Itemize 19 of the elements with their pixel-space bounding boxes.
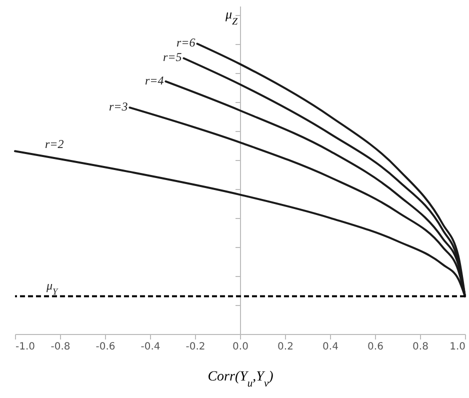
x-axis-title: Corr(Y$_{u}$,Y$_{v}$) xyxy=(208,370,274,389)
x-tick-label: 0.0 xyxy=(232,342,248,352)
ref-line-label: μ$_{Y}$ xyxy=(46,278,59,296)
x-tick-label: -0.4 xyxy=(140,342,160,352)
x-tick-label: -0.6 xyxy=(96,342,116,352)
x-tick-label: 0.2 xyxy=(278,342,294,352)
x-tick-label: 0.6 xyxy=(368,342,384,352)
x-tick-label: 0.8 xyxy=(412,342,428,352)
x-tick-label: -1.0 xyxy=(16,342,36,352)
x-tick-label: 0.4 xyxy=(322,342,338,352)
series-label: r=6 xyxy=(176,36,196,50)
series-label: r=4 xyxy=(144,73,164,88)
series-label: r=2 xyxy=(45,137,64,152)
series-label: r=5 xyxy=(162,50,182,64)
y-axis-title: μ$_{Z}$ xyxy=(224,6,238,27)
x-tick-label: 1.0 xyxy=(450,342,466,352)
x-tick-label: -0.8 xyxy=(50,342,70,352)
series-label: r=3 xyxy=(108,100,128,114)
x-tick-label: -0.2 xyxy=(186,342,206,352)
